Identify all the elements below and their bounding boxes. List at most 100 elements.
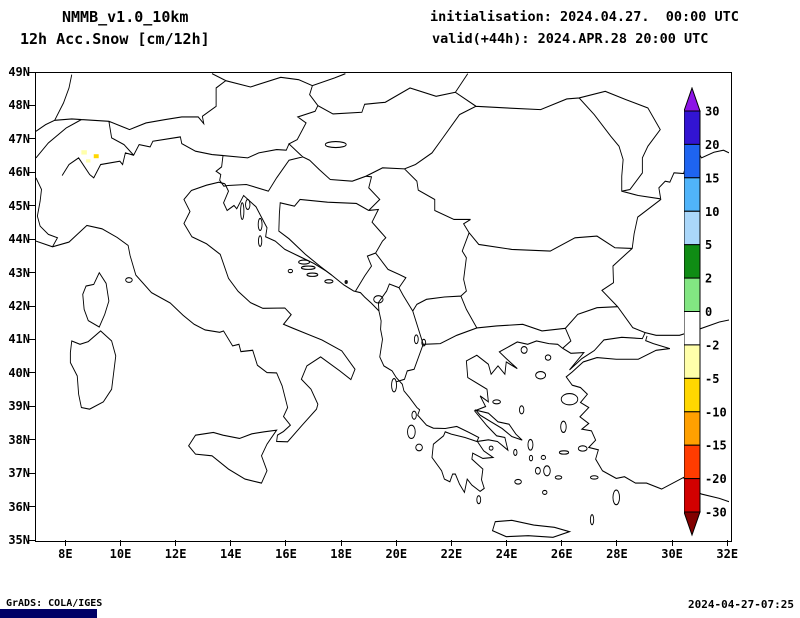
colorbar-segment [684,277,701,313]
coastline-crete [491,519,572,538]
colorbar-segment [684,478,701,513]
island [476,495,482,505]
island [257,217,263,231]
lon-axis-label: 22E [440,547,463,561]
grads-logo-strip [0,609,97,618]
country-borders [36,73,661,383]
island [544,354,552,361]
lon-axis-label: 18E [330,547,352,561]
island [245,198,251,211]
lon-axis-label: 10E [109,547,132,561]
lon-tick [506,540,508,546]
colorbar-label: 5 [705,238,712,252]
lon-tick [726,540,728,546]
lon-tick [285,540,287,546]
lat-axis-label: 43N [8,265,30,280]
island [258,235,263,247]
lon-axis-label: 20E [385,547,408,561]
island [287,268,294,274]
lon-tick [616,540,618,546]
colorbar-arrow-top [684,87,701,112]
island [558,450,570,455]
island [492,399,501,405]
lat-axis-label: 39N [8,399,30,414]
lat-axis-label: 36N [8,499,30,514]
island [542,489,548,495]
init-time-label: initialisation: 2024.04.27. 00:00 UTC [430,9,739,25]
colorbar-segment [684,344,701,379]
lat-tick [29,104,35,106]
island [577,445,588,452]
island [589,475,599,480]
lat-axis-label: 46N [8,165,30,180]
lake [413,334,419,345]
lat-tick [29,472,35,474]
map-canvas [36,73,729,538]
island [125,277,133,283]
colorbar-label: -5 [705,372,719,386]
lon-tick [450,540,452,546]
lon-tick [119,540,121,546]
model-title: NMMB_v1.0_10km [62,8,189,26]
colorbar-label: 2 [705,272,712,286]
island [407,424,416,440]
island [535,371,547,380]
coastline-anatolia [565,335,729,503]
island [528,454,534,462]
colorbar-segment [684,110,701,145]
colorbar-segment [684,143,701,179]
island [527,438,534,451]
lon-tick [64,540,66,546]
colorbar-label: -10 [705,405,727,419]
island [391,378,397,393]
lat-tick [29,439,35,441]
product-title: 12h Acc.Snow [cm/12h] [20,30,210,48]
coastline-euboea [474,409,523,441]
lat-axis-label: 44N [8,232,30,247]
lat-tick [29,305,35,307]
lat-axis-label: 45N [8,198,30,213]
colorbar-label: 0 [705,305,712,319]
colorbar-label: -15 [705,439,727,453]
snow-data-cell [86,159,91,163]
colorbar-segment [684,210,701,246]
colorbar-label: 30 [705,105,719,119]
coastline-italy [36,181,356,443]
lon-axis-label: 16E [275,547,297,561]
lat-tick [29,171,35,173]
island [534,466,541,475]
island [411,410,417,420]
lon-axis-label: 12E [164,547,187,561]
lat-axis-label: 47N [8,131,30,146]
island [612,489,621,506]
coastline-corsica [82,271,110,328]
lat-tick [29,372,35,374]
island [324,279,334,284]
colorbar-segment [684,444,701,480]
lon-axis-label: 24E [495,547,518,561]
island [240,202,245,221]
colorbar-label: 10 [705,205,719,219]
lake [324,141,347,149]
island [514,478,522,485]
lakes-layer [324,141,427,347]
map-frame [35,72,732,542]
lat-axis-label: 38N [8,432,30,447]
lon-tick [230,540,232,546]
lat-axis-label: 35N [8,533,30,547]
snow-data-cell [344,280,348,285]
island [488,445,494,451]
lat-tick [29,506,35,508]
island [554,475,563,480]
lat-axis-label: 41N [8,332,30,347]
lat-axis-label: 48N [8,98,30,113]
lat-axis-label: 42N [8,299,30,313]
colorbar-label: 15 [705,171,719,185]
lon-axis-label: 30E [661,547,683,561]
lon-axis-label: 8E [58,547,73,561]
lake [373,295,384,304]
lon-tick [671,540,673,546]
island [298,259,311,265]
